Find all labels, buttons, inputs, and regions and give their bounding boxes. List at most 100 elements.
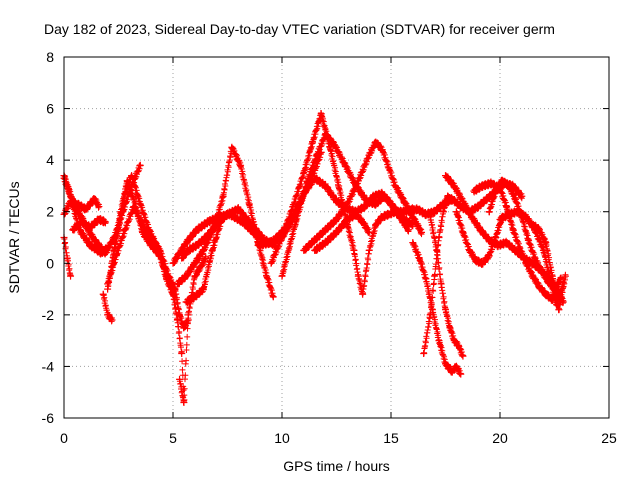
data-point <box>309 138 317 146</box>
data-point <box>542 290 550 298</box>
data-point <box>537 267 545 275</box>
data-point <box>459 228 467 236</box>
data-point <box>130 203 138 211</box>
data-point <box>304 174 312 182</box>
y-tick-label: -4 <box>42 358 55 374</box>
series-track-06 <box>99 290 116 325</box>
data-point <box>483 195 491 203</box>
data-point <box>180 324 188 332</box>
data-point <box>372 200 380 208</box>
data-point <box>459 352 467 360</box>
data-point <box>505 182 513 190</box>
data-point <box>389 203 397 211</box>
data-point <box>202 254 210 262</box>
data-point <box>204 218 212 226</box>
data-point <box>409 239 417 247</box>
data-point <box>191 293 199 301</box>
data-point <box>439 208 447 216</box>
data-point <box>496 215 504 223</box>
data-point <box>115 226 122 234</box>
data-point <box>197 262 205 270</box>
data-point <box>435 337 443 345</box>
data-point <box>234 205 242 213</box>
series-track-18 <box>300 138 426 254</box>
data-point <box>247 221 255 229</box>
data-point <box>191 259 199 267</box>
data-point <box>104 280 112 288</box>
x-axis-label: GPS time / hours <box>283 458 390 474</box>
data-point <box>485 252 493 260</box>
data-point <box>378 146 386 154</box>
data-point <box>326 143 334 151</box>
data-point <box>518 192 526 200</box>
data-point <box>156 246 164 254</box>
data-point <box>208 246 216 254</box>
data-point <box>180 399 188 407</box>
x-tick-labels: 0 5 10 15 20 25 <box>60 430 617 446</box>
data-point <box>476 226 484 234</box>
data-point <box>404 226 412 234</box>
data-point <box>492 187 500 195</box>
data-point <box>487 179 495 187</box>
data-point <box>426 311 434 319</box>
data-point <box>178 254 186 262</box>
y-tick-labels: -6 -4 -2 0 2 4 6 8 <box>42 49 55 426</box>
series-markers <box>174 144 277 301</box>
series-track-19 <box>311 209 373 254</box>
series-markers <box>100 291 115 325</box>
data-point <box>448 197 456 205</box>
data-point <box>138 221 146 229</box>
data-point <box>418 228 426 236</box>
data-point <box>511 195 519 203</box>
data-point <box>311 246 319 254</box>
data-point <box>448 368 456 376</box>
data-point <box>492 234 500 241</box>
data-point <box>452 362 460 370</box>
data-point <box>335 182 343 190</box>
data-point <box>300 246 308 254</box>
data-point <box>365 151 373 159</box>
data-point <box>193 226 201 234</box>
data-point <box>245 200 253 208</box>
data-point <box>278 228 286 236</box>
series-track-23 <box>420 192 456 358</box>
series-track-29 <box>529 220 569 314</box>
data-point <box>442 360 449 368</box>
data-point <box>557 275 565 283</box>
data-point <box>193 241 201 249</box>
data-point <box>300 169 308 177</box>
data-point <box>561 272 569 280</box>
data-point <box>359 218 367 226</box>
data-point <box>64 185 72 193</box>
data-point <box>86 223 94 231</box>
data-point <box>289 203 297 211</box>
data-point <box>322 130 330 138</box>
data-point <box>385 164 393 172</box>
data-point <box>378 213 386 221</box>
data-point <box>184 236 192 244</box>
data-point <box>200 285 208 293</box>
x-tick-label: 5 <box>169 430 177 446</box>
data-point <box>404 208 412 216</box>
data-point <box>380 192 388 200</box>
data-point <box>516 244 524 252</box>
series-track-25 <box>452 208 506 268</box>
x-tick-label: 20 <box>492 430 508 446</box>
y-tick-label: -6 <box>42 410 55 426</box>
data-point <box>400 215 408 223</box>
data-point <box>112 252 120 260</box>
data-point <box>200 246 208 254</box>
data-point <box>202 234 210 241</box>
data-point <box>531 254 539 262</box>
data-point <box>542 239 550 247</box>
data-point <box>442 306 449 314</box>
data-point <box>313 151 321 159</box>
data-point <box>101 249 109 257</box>
y-tick-label: 2 <box>46 204 54 220</box>
y-tick-label: 8 <box>46 49 54 65</box>
series-track-04 <box>60 234 75 280</box>
data-point <box>459 197 467 205</box>
data-point <box>291 221 299 229</box>
data-point <box>468 213 476 221</box>
